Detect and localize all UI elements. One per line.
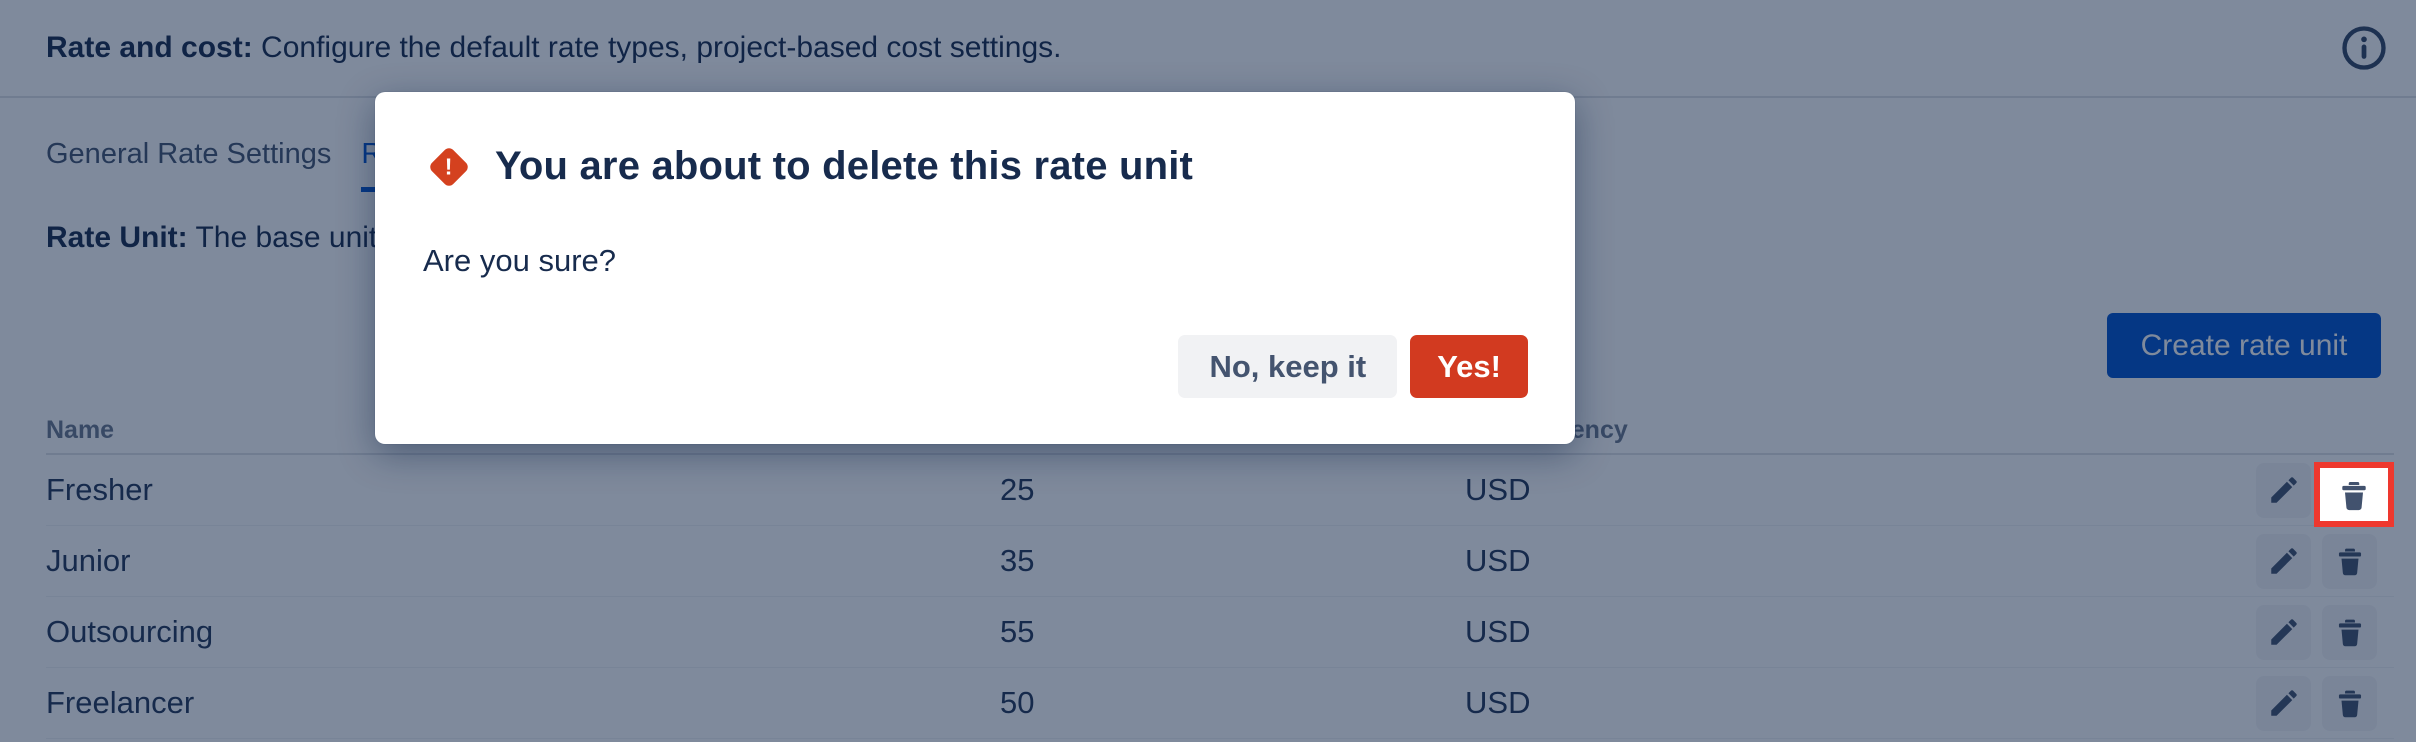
- confirm-delete-button[interactable]: Yes!: [1410, 335, 1528, 398]
- click-target-highlight[interactable]: [2314, 462, 2394, 527]
- trash-icon: [2336, 477, 2372, 513]
- dialog-footer: No, keep it Yes!: [1178, 335, 1528, 398]
- dialog-header: ! You are about to delete this rate unit: [375, 92, 1575, 189]
- warning-diamond-icon: !: [427, 145, 471, 189]
- dialog-body-text: Are you sure?: [423, 243, 616, 278]
- delete-confirmation-dialog: ! You are about to delete this rate unit…: [375, 92, 1575, 444]
- cancel-button[interactable]: No, keep it: [1178, 335, 1398, 398]
- dialog-title: You are about to delete this rate unit: [495, 144, 1194, 188]
